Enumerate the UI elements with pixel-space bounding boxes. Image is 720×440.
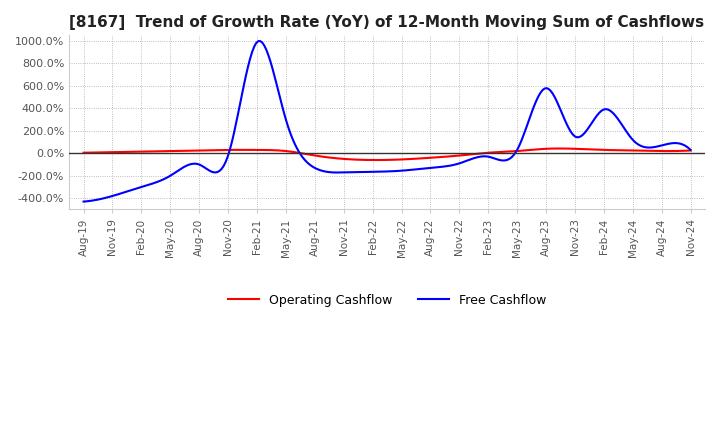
Free Cashflow: [593, 113, 601, 118]
Operating Cashflow: [443, 154, 451, 159]
Operating Cashflow: [453, 153, 462, 158]
Operating Cashflow: [634, 148, 642, 153]
Operating Cashflow: [79, 150, 88, 155]
Free Cashflow: [686, 147, 695, 153]
Line: Operating Cashflow: Operating Cashflow: [84, 148, 690, 160]
Operating Cashflow: [554, 146, 563, 151]
Free Cashflow: [256, 38, 264, 44]
Free Cashflow: [79, 199, 88, 204]
Title: [8167]  Trend of Growth Rate (YoY) of 12-Month Moving Sum of Cashflows: [8167] Trend of Growth Rate (YoY) of 12-…: [70, 15, 705, 30]
Free Cashflow: [453, 161, 462, 167]
Operating Cashflow: [686, 148, 695, 153]
Free Cashflow: [441, 164, 449, 169]
Operating Cashflow: [595, 147, 603, 152]
Free Cashflow: [631, 140, 640, 145]
Legend: Operating Cashflow, Free Cashflow: Operating Cashflow, Free Cashflow: [223, 289, 552, 312]
Operating Cashflow: [372, 158, 380, 163]
Operating Cashflow: [81, 150, 90, 155]
Free Cashflow: [81, 199, 90, 204]
Free Cashflow: [443, 164, 451, 169]
Operating Cashflow: [441, 154, 449, 159]
Line: Free Cashflow: Free Cashflow: [84, 41, 690, 202]
